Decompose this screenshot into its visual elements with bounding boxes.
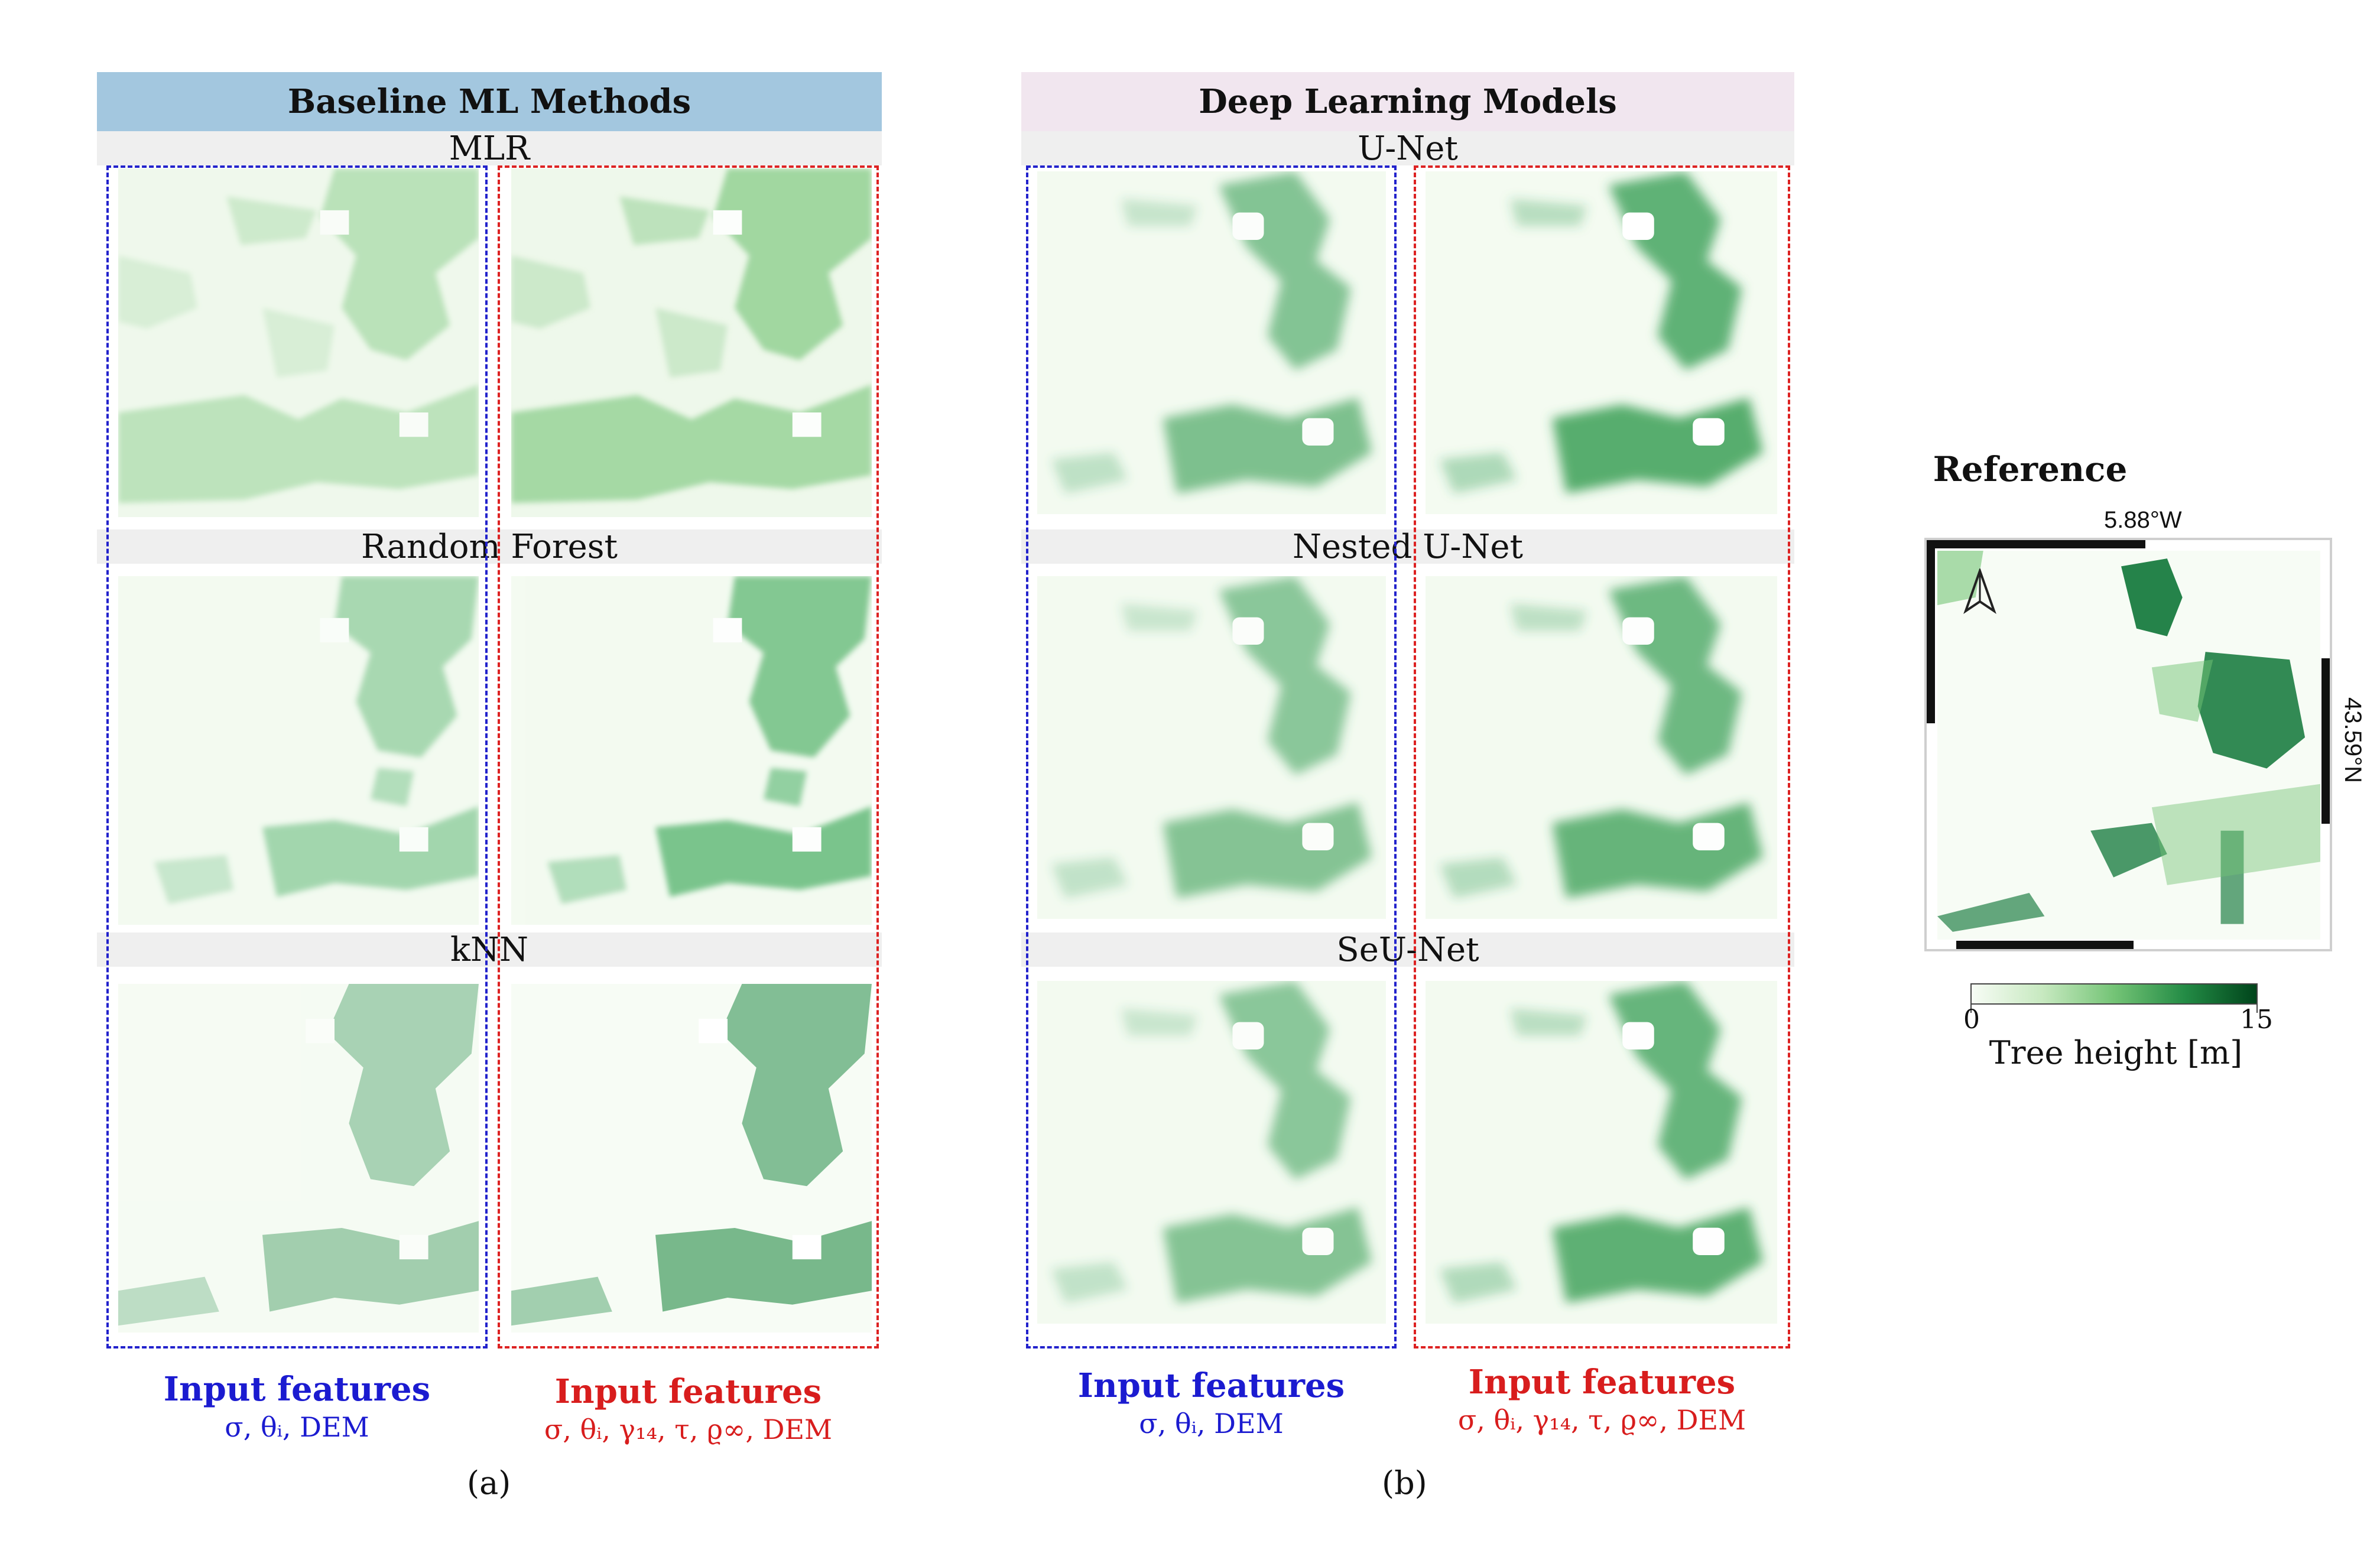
forest-map: [1426, 171, 1777, 514]
colorbar-title: Tree height [m]: [1989, 1034, 2243, 1071]
blue-input-caption-b: Input features: [1077, 1366, 1345, 1405]
blue-input-features-b: σ, θᵢ, DEM: [1139, 1408, 1284, 1439]
north-arrow-icon: [1962, 567, 1998, 616]
forest-map: [1426, 981, 1777, 1324]
map-tile-knn-red: [511, 984, 872, 1333]
model-label-knn: kNN: [97, 931, 882, 969]
map-tile-rf-blue: [118, 576, 479, 925]
colorbar-min-label: 0: [1963, 1005, 1980, 1035]
baseline-header: Baseline ML Methods: [97, 72, 882, 131]
red-input-features-b: σ, θᵢ, γ₁₄, τ, ϱ∞, DEM: [1457, 1404, 1746, 1436]
map-tile-seunet-blue: [1037, 981, 1386, 1324]
blue-feature-group-b: [1026, 165, 1397, 1348]
map-tile-knn-blue: [118, 984, 479, 1333]
forest-map: [1037, 981, 1386, 1324]
red-feature-group-b: [1414, 165, 1790, 1348]
deep-learning-header: Deep Learning Models: [1021, 72, 1794, 131]
forest-map: [511, 984, 872, 1333]
forest-map: [118, 576, 479, 925]
forest-map: [511, 168, 872, 517]
forest-map: [1426, 576, 1777, 919]
red-input-features-a: σ, θᵢ, γ₁₄, τ, ϱ∞, DEM: [544, 1413, 833, 1445]
map-tile-unet-blue: [1037, 171, 1386, 514]
model-label-seunet: SeU-Net: [1021, 931, 1794, 969]
panel-label-b: (b): [1382, 1464, 1427, 1502]
forest-map: [118, 168, 479, 517]
reference-map-frame: [1924, 538, 2332, 951]
map-tile-rf-red: [511, 576, 872, 925]
model-label-nested-unet: Nested U-Net: [1021, 528, 1794, 566]
forest-map: [511, 576, 872, 925]
red-input-caption-a: Input features: [554, 1372, 822, 1411]
map-tile-mlr-red: [511, 168, 872, 517]
baseline-header-title: Baseline ML Methods: [287, 82, 691, 121]
forest-map: [1037, 576, 1386, 919]
forest-map: [1037, 171, 1386, 514]
map-tile-nested-unet-blue: [1037, 576, 1386, 919]
map-tile-unet-red: [1426, 171, 1777, 514]
frame-bar-top: [1927, 540, 2145, 548]
frame-bar-left: [1927, 540, 1935, 723]
map-tile-mlr-blue: [118, 168, 479, 517]
red-input-caption-b: Input features: [1468, 1363, 1736, 1402]
blue-input-features-a: σ, θᵢ, DEM: [225, 1411, 369, 1443]
model-label-random-forest: Random Forest: [97, 528, 882, 566]
colorbar-max-label: 15: [2240, 1005, 2273, 1035]
map-tile-seunet-red: [1426, 981, 1777, 1324]
frame-bar-bottom: [1956, 941, 2134, 949]
blue-feature-group-a: [106, 165, 488, 1348]
latitude-label: 43.59°N: [2340, 697, 2366, 783]
frame-bar-right: [2321, 658, 2330, 824]
colorbar-tick-max: [2256, 1005, 2258, 1013]
map-tile-nested-unet-red: [1426, 576, 1777, 919]
panel-label-a: (a): [467, 1464, 511, 1502]
reference-title: Reference: [1933, 449, 2128, 489]
model-label-mlr: MLR: [97, 129, 882, 168]
deep-learning-header-title: Deep Learning Models: [1199, 82, 1617, 121]
forest-map: [118, 984, 479, 1333]
model-label-unet: U-Net: [1021, 129, 1794, 168]
colorbar-tick-min: [1970, 1005, 1972, 1013]
longitude-label: 5.88°W: [2104, 507, 2182, 533]
blue-input-caption-a: Input features: [163, 1370, 431, 1409]
red-feature-group-a: [498, 165, 879, 1348]
reference-map: [1937, 551, 2320, 940]
colorbar: [1970, 983, 2258, 1005]
